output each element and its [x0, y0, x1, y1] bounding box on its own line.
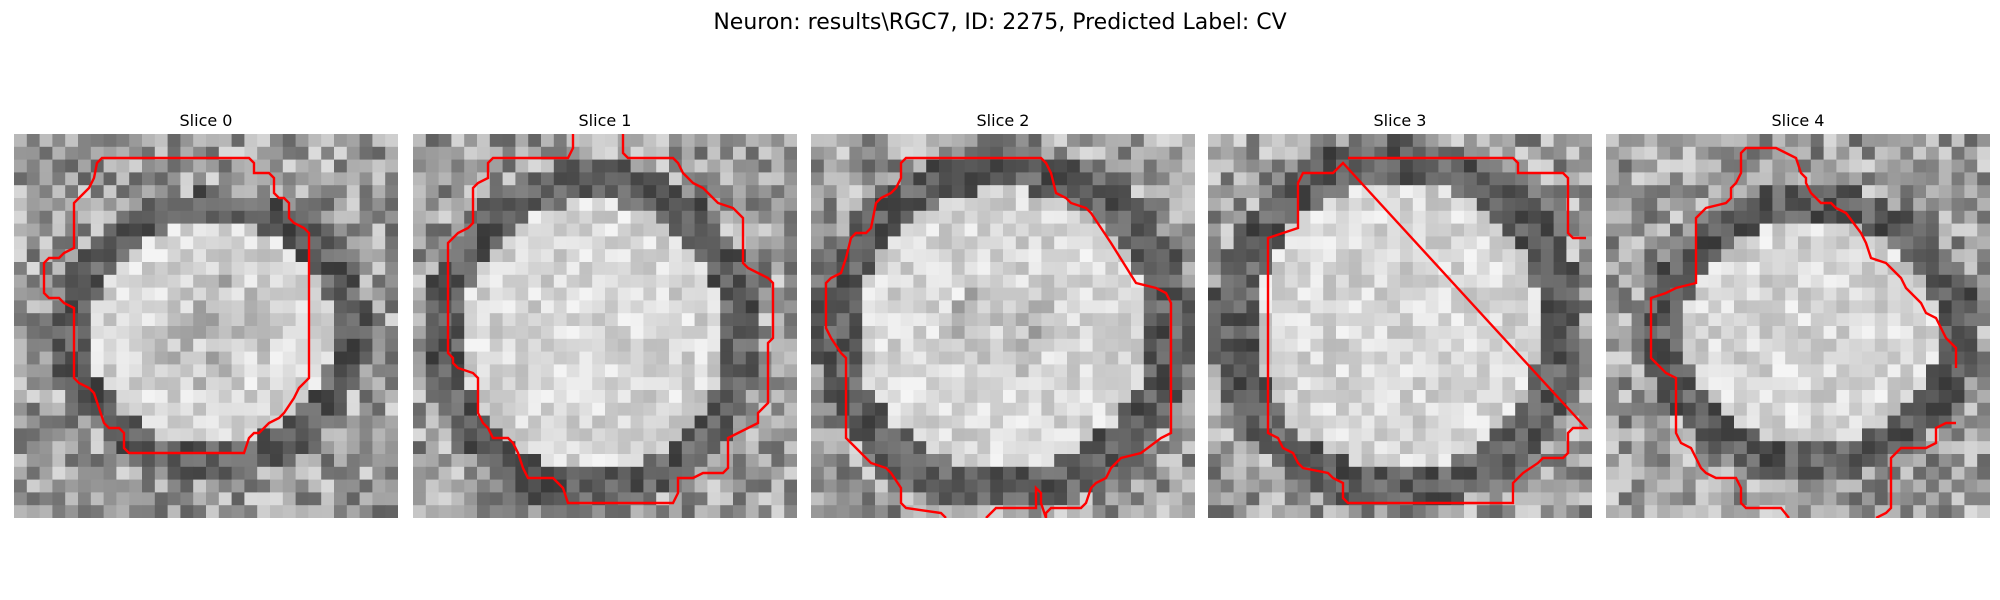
slice-title: Slice 3	[1373, 111, 1427, 130]
pixel-grid	[811, 134, 1195, 518]
cell-contour	[446, 134, 775, 505]
slice-panel-3: Slice 3	[1208, 108, 1592, 518]
slice-panel-1: Slice 1	[413, 108, 797, 518]
slice-image	[14, 134, 398, 518]
slice-panel-2: Slice 2	[811, 108, 1195, 518]
slice-title: Slice 0	[179, 111, 233, 130]
pixel-grid	[413, 134, 797, 518]
pixel-grid	[14, 134, 398, 518]
slice-title: Slice 1	[578, 111, 632, 130]
slice-panel-4: Slice 4	[1606, 108, 1990, 518]
slice-panel-0: Slice 0	[14, 108, 398, 518]
slice-title: Slice 2	[976, 111, 1030, 130]
cell-contour	[824, 156, 1173, 518]
slice-image	[1606, 134, 1990, 518]
cell-contour	[1266, 156, 1589, 505]
slice-image	[1208, 134, 1592, 518]
pixel-grid	[1208, 134, 1592, 518]
slice-image	[413, 134, 797, 518]
figure-title: Neuron: results\RGC7, ID: 2275, Predicte…	[713, 10, 1287, 35]
slice-title: Slice 4	[1771, 111, 1825, 130]
slice-image	[811, 134, 1195, 518]
cell-contour	[42, 156, 311, 455]
cell-contour	[1649, 146, 1958, 518]
pixel-grid	[1606, 134, 1990, 518]
